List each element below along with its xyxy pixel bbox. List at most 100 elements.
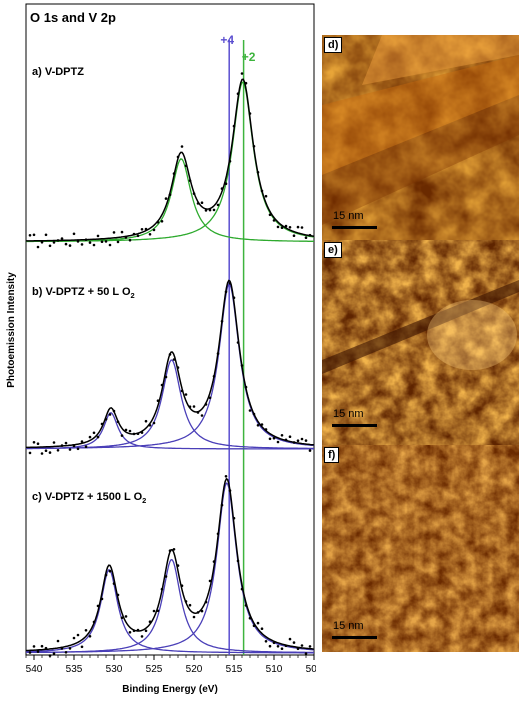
chart-title: O 1s and V 2p <box>30 10 116 25</box>
panel-label-main-1: b) V-DPTZ + 50 L O <box>32 286 131 298</box>
data-point <box>168 193 172 196</box>
data-point <box>308 233 312 237</box>
panel-label-main-0: a) V-DPTZ <box>32 66 84 78</box>
scale-bar-label-e: 15 nm <box>333 408 364 420</box>
data-point <box>96 604 100 608</box>
stm-texture-d <box>322 35 519 240</box>
data-point <box>88 435 92 439</box>
data-point <box>272 219 276 222</box>
data-point <box>196 202 200 205</box>
data-point <box>280 647 284 650</box>
data-point <box>136 432 140 436</box>
data-point <box>152 228 156 232</box>
data-point <box>136 628 140 632</box>
component-peak-1-0 <box>26 283 315 450</box>
data-point <box>216 203 220 207</box>
data-point <box>264 194 268 198</box>
data-point <box>88 635 92 638</box>
fit-envelope-1 <box>26 279 315 449</box>
x-tick-label-2: 530 <box>106 664 123 675</box>
data-point <box>196 611 200 614</box>
panel-label-sub-1: 2 <box>131 291 135 300</box>
data-point <box>84 238 88 241</box>
stm-image-e: e) 15 nm <box>322 240 519 445</box>
scale-bar-f <box>332 636 377 639</box>
fit-envelope-0 <box>26 78 315 242</box>
data-point <box>236 559 240 563</box>
data-point <box>220 320 224 323</box>
data-point <box>184 600 188 603</box>
data-point <box>104 240 108 243</box>
data-point <box>304 652 308 655</box>
data-point <box>140 635 144 638</box>
data-point <box>180 145 184 148</box>
data-point <box>304 439 308 442</box>
data-point <box>84 629 88 632</box>
data-point <box>168 549 172 552</box>
data-point <box>160 587 164 591</box>
data-point <box>116 593 120 597</box>
data-point <box>260 627 264 630</box>
data-point <box>164 375 168 379</box>
data-point <box>52 241 56 244</box>
data-point <box>148 424 152 427</box>
data-points-1 <box>28 282 312 455</box>
data-point <box>240 72 244 75</box>
data-point <box>280 434 284 437</box>
panel-c: c) V-DPTZ + 1500 L O2 <box>25 475 315 657</box>
data-point <box>204 209 208 212</box>
data-point <box>32 645 36 648</box>
data-point <box>244 81 248 85</box>
data-point <box>248 112 252 115</box>
data-point <box>276 645 280 648</box>
component-peak-0-0 <box>26 81 315 243</box>
scale-bar-label-f: 15 nm <box>333 620 364 632</box>
data-point <box>228 489 232 492</box>
data-point <box>100 597 104 601</box>
data-point <box>196 411 200 414</box>
panel-label-main-2: c) V-DPTZ + 1500 L O <box>32 491 143 503</box>
data-point <box>72 232 76 236</box>
data-point <box>268 213 272 217</box>
data-point <box>216 532 220 536</box>
data-point <box>160 220 164 223</box>
data-point <box>92 431 96 435</box>
data-point <box>300 644 304 647</box>
data-point <box>300 437 304 441</box>
data-point <box>304 236 308 239</box>
panel-label-sub-2: 2 <box>142 496 146 505</box>
data-point <box>260 189 264 193</box>
data-point <box>100 422 104 426</box>
data-point <box>88 241 92 244</box>
fit-envelope-2 <box>25 477 315 652</box>
data-point <box>120 434 124 437</box>
data-point <box>284 644 288 648</box>
data-point <box>28 234 32 237</box>
data-point <box>36 245 40 249</box>
data-point <box>80 243 84 246</box>
plot-frame <box>25 3 315 656</box>
data-point <box>148 233 152 236</box>
data-point <box>104 573 108 577</box>
data-point <box>308 645 312 648</box>
data-point <box>172 172 176 175</box>
data-point <box>268 644 272 648</box>
data-point <box>164 575 168 578</box>
data-point <box>248 409 252 412</box>
component-peak-2-1 <box>25 558 314 654</box>
data-point <box>184 164 188 168</box>
panel-label-0: a) V-DPTZ <box>32 66 84 78</box>
data-point <box>240 587 244 591</box>
panel-b: b) V-DPTZ + 50 L O2 <box>26 279 315 455</box>
data-point <box>72 636 76 640</box>
data-point <box>156 221 160 224</box>
data-point <box>128 238 132 242</box>
data-point <box>156 399 160 403</box>
stm-image-d: d) 15 nm <box>322 35 519 240</box>
data-point <box>220 503 224 507</box>
data-point <box>224 182 228 185</box>
data-point <box>256 621 260 625</box>
data-point <box>144 419 148 423</box>
data-point <box>260 423 264 426</box>
